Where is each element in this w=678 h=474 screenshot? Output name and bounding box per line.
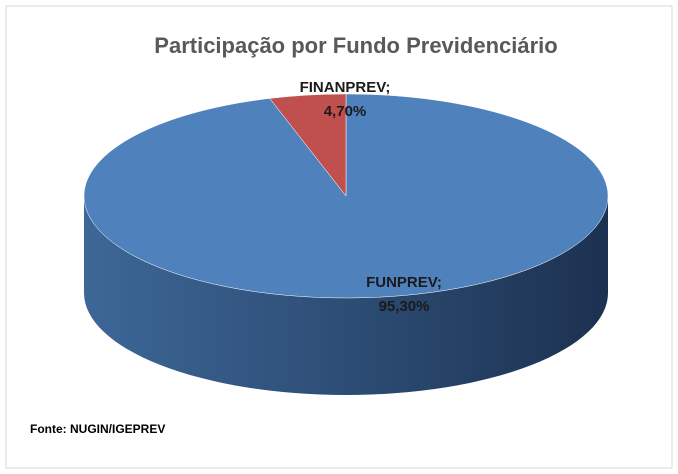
data-label-value: 4,70% <box>324 103 367 120</box>
pie-side <box>84 196 608 395</box>
data-label-value: 95,30% <box>379 298 430 315</box>
source-note: Fonte: NUGIN/IGEPREV <box>30 422 165 436</box>
chart-title: Participação por Fundo Previdenciário <box>154 33 557 58</box>
pie-slice <box>269 93 347 197</box>
data-label-category: FINANPREV; <box>300 79 391 96</box>
data-label-category: FUNPREV; <box>366 274 442 291</box>
